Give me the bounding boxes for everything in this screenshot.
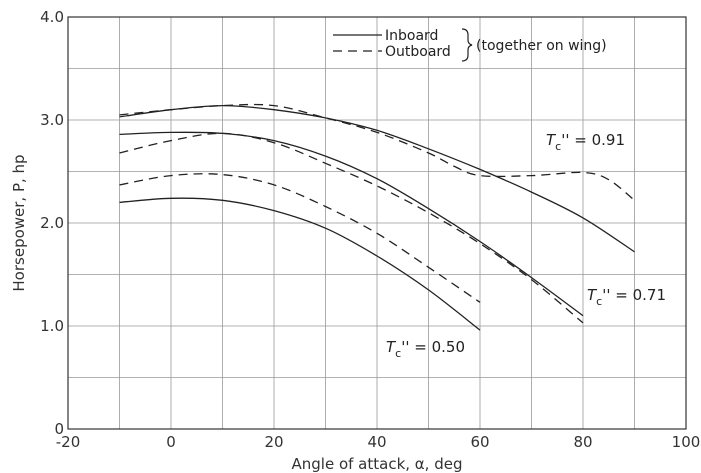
legend: Inboard Outboard (together on wing) xyxy=(333,28,607,62)
y-tick-label: 3.0 xyxy=(40,111,64,129)
y-tick-label: 1.0 xyxy=(40,317,64,335)
series-lines xyxy=(119,103,635,331)
x-tick-label: 60 xyxy=(470,433,489,451)
x-tick-label: 0 xyxy=(166,433,176,451)
x-tick-label: 80 xyxy=(573,433,592,451)
y-tick-label: 0 xyxy=(54,420,64,438)
series-line-5-dashed xyxy=(119,173,481,303)
x-tick-label: -20 xyxy=(56,433,81,451)
y-tick-label: 4.0 xyxy=(40,8,64,26)
series-line-3-dashed xyxy=(119,132,584,324)
x-tick-label: 40 xyxy=(367,433,386,451)
annotation-tc-071: Tc'' = 0.71 xyxy=(587,286,666,308)
grid xyxy=(68,17,686,429)
y-axis-label: Horsepower, P, hp xyxy=(10,154,28,291)
y-tick-label: 2.0 xyxy=(40,214,64,232)
series-line-2-solid xyxy=(119,131,584,317)
series-line-4-solid xyxy=(119,197,481,331)
legend-label-inboard: Inboard xyxy=(385,28,438,44)
x-axis-label: Angle of attack, α, deg xyxy=(292,455,463,473)
x-tick-label: 100 xyxy=(672,433,701,451)
series-line-1-dashed xyxy=(119,103,635,201)
legend-note: (together on wing) xyxy=(476,38,607,54)
plot-frame xyxy=(67,16,687,430)
svg-text:Tc'' = 0.71: Tc'' = 0.71 xyxy=(587,286,666,308)
legend-brace xyxy=(461,28,473,62)
svg-text:Tc'' = 0.91: Tc'' = 0.91 xyxy=(546,131,625,153)
svg-text:Tc'' = 0.50: Tc'' = 0.50 xyxy=(386,338,465,360)
annotation-tc-091: Tc'' = 0.91 xyxy=(546,131,625,153)
x-tick-label: 20 xyxy=(264,433,283,451)
annotation-tc-050: Tc'' = 0.50 xyxy=(386,338,465,360)
legend-label-outboard: Outboard xyxy=(385,44,451,60)
series-line-0-solid xyxy=(119,104,635,253)
